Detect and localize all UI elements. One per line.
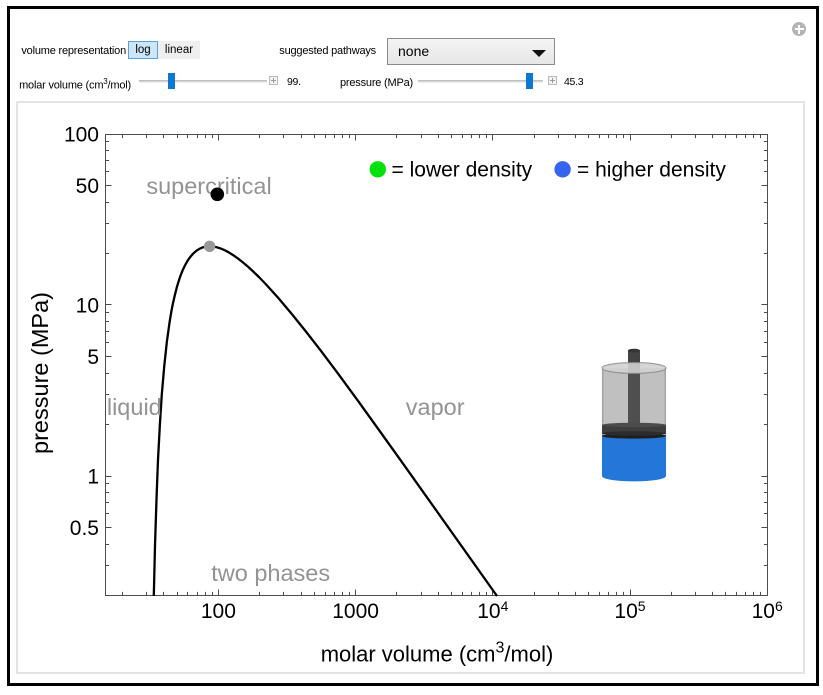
svg-text:= lower density: = lower density [392,159,533,182]
svg-text:106: 106 [752,598,783,623]
svg-text:supercritical: supercritical [146,173,271,199]
svg-text:50: 50 [76,175,99,198]
svg-text:105: 105 [614,598,645,623]
svg-text:100: 100 [64,124,99,147]
svg-text:1: 1 [87,466,99,489]
svg-text:100: 100 [201,600,236,623]
svg-text:10: 10 [76,295,99,318]
svg-text:liquid: liquid [107,394,162,420]
svg-text:two phases: two phases [211,560,330,586]
svg-text:molar volume (cm3/mol): molar volume (cm3/mol) [321,640,554,667]
svg-text:vapor: vapor [406,394,465,420]
svg-text:104: 104 [477,598,508,623]
svg-text:pressure (MPa): pressure (MPa) [27,292,53,454]
svg-text:0.5: 0.5 [70,517,99,540]
svg-text:= higher density: = higher density [577,159,726,182]
svg-text:1000: 1000 [332,600,379,623]
svg-text:5: 5 [87,346,99,369]
